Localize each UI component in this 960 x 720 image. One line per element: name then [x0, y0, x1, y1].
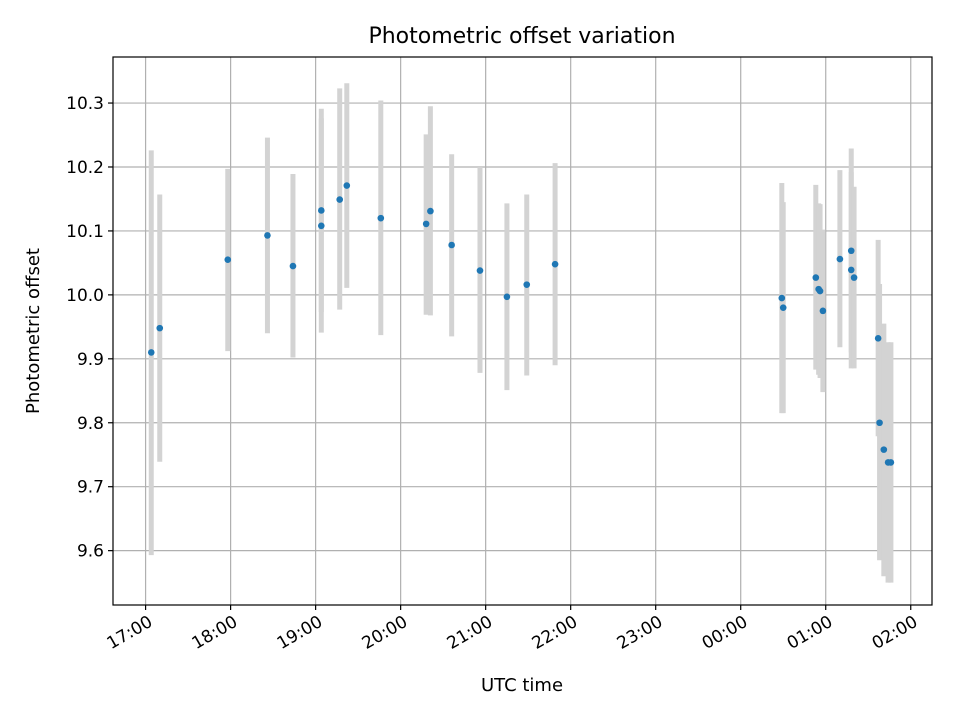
- data-point: [874, 335, 882, 342]
- x-tick-label: 20:00: [359, 612, 411, 654]
- data-point: [147, 349, 155, 356]
- data-point: [422, 220, 430, 228]
- data-point: [836, 255, 844, 263]
- y-tick-label: 9.9: [77, 350, 104, 370]
- chart-title: Photometric offset variation: [368, 24, 675, 49]
- data-point: [503, 293, 511, 301]
- data-point: [289, 262, 297, 270]
- data-point: [523, 281, 531, 288]
- data-point: [847, 266, 855, 274]
- y-tick-label: 10.1: [66, 222, 104, 242]
- plot-frame: [112, 56, 933, 606]
- data-point: [876, 419, 883, 427]
- data-point: [850, 274, 858, 281]
- error-bars: [148, 83, 894, 583]
- data-point: [156, 324, 164, 332]
- data-point: [887, 459, 895, 466]
- y-tick-label: 10.3: [66, 94, 104, 114]
- y-tick-label: 10.2: [66, 158, 104, 178]
- y-tick-label: 9.8: [77, 414, 104, 434]
- y-axis-label: Photometric offset: [23, 248, 44, 414]
- x-tick-label: 02:00: [869, 612, 921, 654]
- x-tick-label: 21:00: [444, 612, 496, 654]
- x-tick-label: 18:00: [189, 612, 241, 654]
- x-tick-label: 19:00: [274, 612, 326, 654]
- data-point: [819, 307, 827, 315]
- x-tick-label: 01:00: [784, 612, 836, 654]
- x-tick-label: 22:00: [529, 612, 581, 654]
- data-point: [779, 304, 787, 311]
- data-point: [778, 294, 786, 302]
- data-points: [147, 182, 895, 466]
- data-point: [264, 232, 271, 239]
- data-point: [343, 182, 351, 189]
- data-point: [551, 260, 559, 268]
- data-point: [880, 446, 888, 453]
- x-tick-label: 00:00: [699, 612, 751, 654]
- data-point: [847, 247, 855, 255]
- data-point: [427, 207, 434, 215]
- x-tick-label: 23:00: [614, 612, 666, 654]
- data-point: [816, 287, 824, 295]
- y-tick-label: 9.7: [77, 478, 104, 498]
- data-point: [224, 256, 232, 264]
- data-point: [448, 241, 455, 249]
- y-tick-label: 10.0: [66, 286, 104, 306]
- y-axis-ticks: 9.6 9.7 9.8 9.9 10.0 10.1 10.2 10.3: [66, 94, 113, 562]
- data-point: [336, 196, 344, 203]
- x-tick-label: 17:00: [104, 612, 156, 654]
- x-axis-ticks: 17:00 18:00 19:00 20:00 21:00 22:00 23:00 00:00…: [104, 605, 921, 654]
- data-point: [317, 222, 325, 230]
- grid: [113, 57, 932, 605]
- data-point: [476, 267, 484, 274]
- x-axis-label: UTC time: [481, 675, 563, 696]
- data-point: [317, 207, 325, 214]
- data-point: [377, 214, 385, 222]
- data-point: [812, 274, 820, 281]
- y-tick-label: 9.6: [77, 542, 104, 562]
